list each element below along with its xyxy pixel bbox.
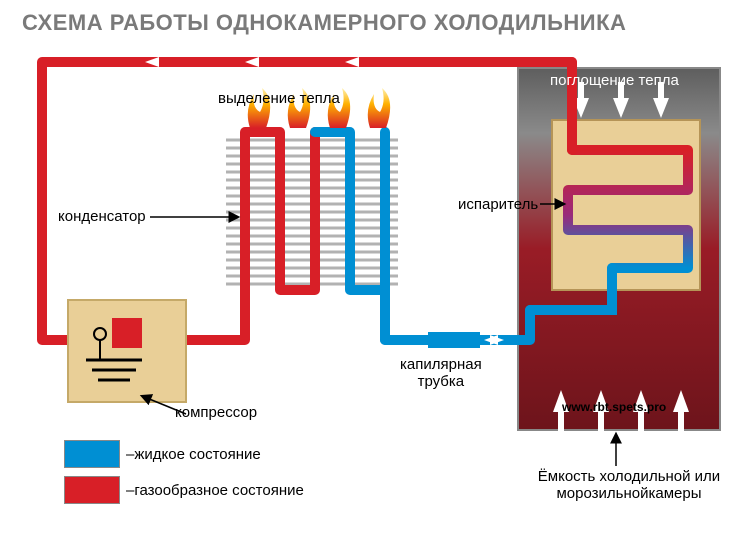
label-heat-release: выделение тепла bbox=[218, 90, 340, 107]
label-evaporator: испаритель bbox=[458, 196, 538, 213]
label-condenser: конденсатор bbox=[58, 208, 146, 225]
label-heat-absorption: поглощение тепла bbox=[550, 72, 679, 89]
diagram-container: СХЕМА РАБОТЫ ОДНОКАМЕРНОГО ХОЛОДИЛЬНИКА bbox=[0, 0, 756, 535]
capillary-tube bbox=[428, 332, 480, 348]
legend-gas: –газообразное состояние bbox=[126, 482, 304, 499]
label-capillary: капилярная трубка bbox=[400, 356, 482, 390]
legend-red-swatch bbox=[64, 476, 120, 504]
fridge-body bbox=[518, 62, 720, 434]
label-compressor: компрессор bbox=[175, 404, 257, 421]
watermark-url: www.rbt.spets.pro bbox=[562, 400, 666, 414]
label-chamber: Ёмкость холодильной или морозильнойкамер… bbox=[524, 468, 734, 502]
legend-liquid: –жидкое состояние bbox=[126, 446, 261, 463]
legend-blue-swatch bbox=[64, 440, 120, 468]
compressor bbox=[68, 300, 186, 402]
